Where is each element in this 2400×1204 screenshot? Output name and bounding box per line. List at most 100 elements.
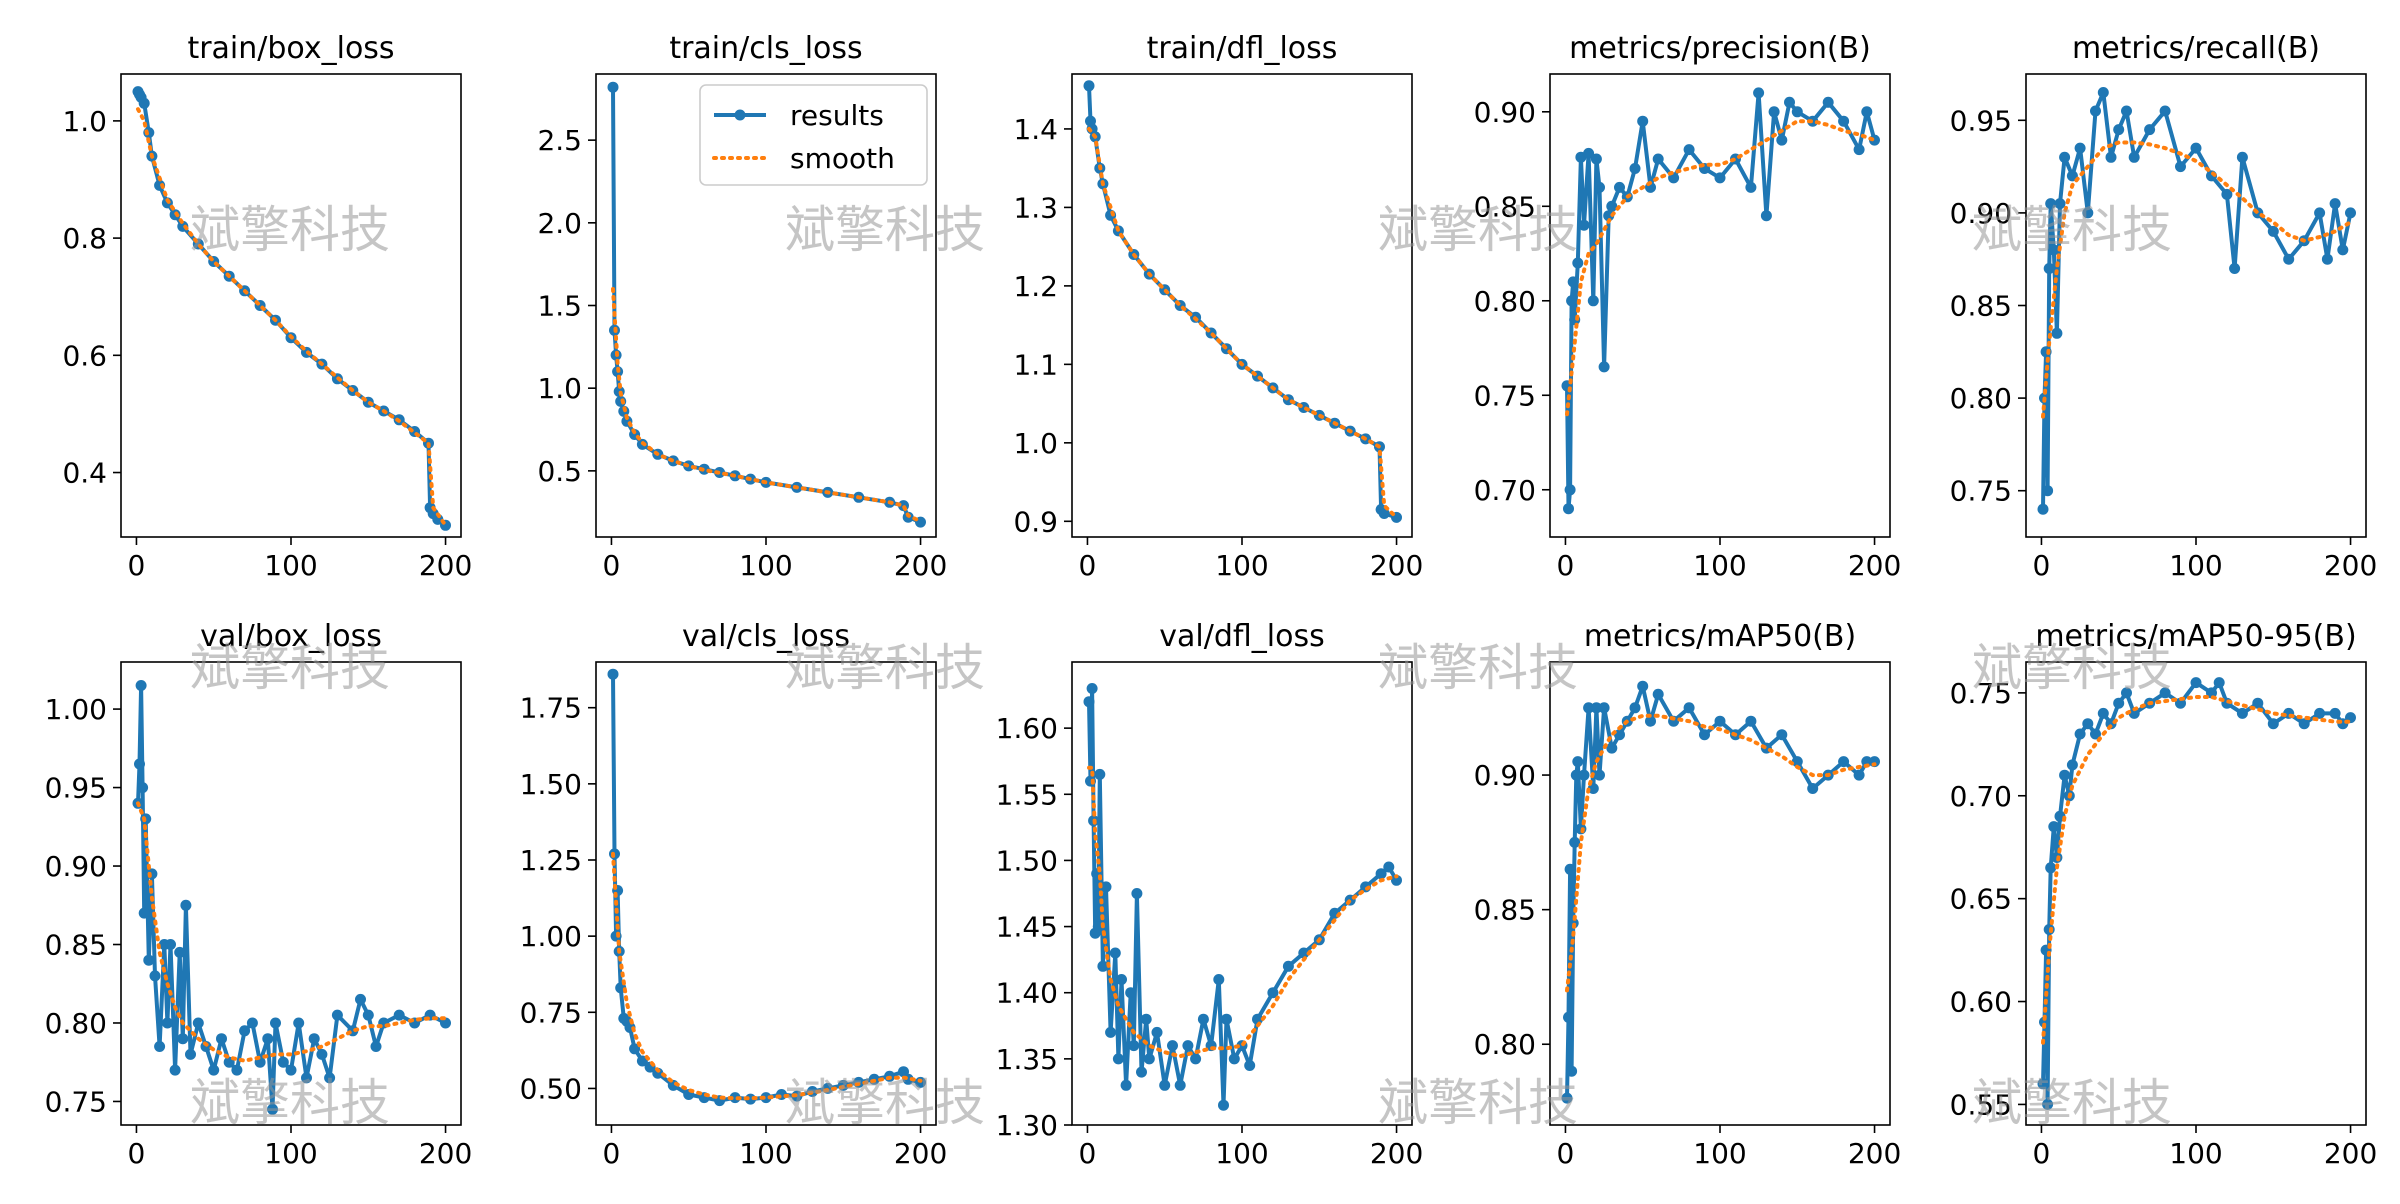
data-point	[1614, 729, 1625, 741]
x-tick-label: 0	[603, 1137, 621, 1170]
data-point	[2121, 687, 2132, 699]
chart-title: val/box_loss	[200, 619, 382, 654]
data-point	[1197, 1013, 1209, 1025]
data-point	[2229, 263, 2241, 274]
legend-label-results: results	[790, 99, 884, 132]
data-point	[2048, 821, 2060, 833]
x-tick-label: 200	[2324, 1137, 2377, 1170]
chart-10: metrics/mAP50-95(B) 0 100 200 0.55 0.60 0.65 0.…	[1950, 619, 2378, 1170]
data-point	[1714, 715, 1726, 727]
data-point	[2066, 759, 2078, 771]
series-line-smooth	[1087, 126, 1399, 520]
data-point	[267, 1103, 278, 1115]
data-point	[652, 1067, 664, 1079]
data-point	[2283, 253, 2295, 265]
data-point	[1086, 683, 1098, 694]
chart-title: train/box_loss	[187, 31, 394, 66]
data-point	[1566, 1065, 1578, 1077]
data-point	[1100, 881, 1112, 893]
chart-title: metrics/mAP50-95(B)	[2035, 619, 2356, 654]
y-tick-label: 1.45	[996, 911, 1058, 944]
data-point	[2314, 207, 2326, 219]
x-tick-label: 200	[894, 1137, 947, 1170]
data-point	[1699, 729, 1710, 741]
data-point	[1109, 947, 1121, 959]
y-tick-label: 1.3	[1013, 191, 1058, 224]
data-point	[1853, 769, 1865, 781]
legend-marker-results	[734, 109, 746, 121]
data-point	[2267, 718, 2279, 730]
x-tick-label: 0	[1079, 1137, 1097, 1170]
data-point	[1298, 947, 1310, 959]
y-tick-label: 0.80	[1474, 285, 1536, 318]
data-point	[362, 1009, 374, 1021]
data-point	[1645, 715, 1656, 727]
data-point	[1136, 1066, 1147, 1078]
series-line-smooth	[1087, 765, 1399, 1059]
data-point	[316, 1048, 328, 1060]
series-line-smooth	[1565, 713, 1877, 993]
y-tick-label: 1.4	[1013, 113, 1058, 146]
y-tick-label: 0.95	[45, 772, 107, 805]
plot-area	[1561, 680, 1880, 1104]
data-point	[137, 782, 149, 794]
data-point	[1753, 87, 1765, 99]
watermark-8: 斌擎科技	[1972, 639, 2172, 697]
data-point	[2042, 485, 2054, 497]
plot-area	[2037, 677, 2356, 1110]
data-point	[1116, 974, 1127, 985]
data-point	[1228, 1053, 1240, 1065]
y-tick-label: 2.0	[537, 207, 582, 240]
y-tick-label: 1.55	[996, 778, 1058, 811]
y-tick-label: 1.0	[537, 372, 582, 405]
plot-area	[132, 86, 451, 531]
y-tick-label: 0.85	[1474, 190, 1536, 223]
data-point	[2121, 105, 2132, 117]
x-tick-label: 0	[2033, 549, 2051, 582]
data-point	[1590, 702, 1602, 714]
data-point	[246, 1017, 258, 1029]
data-point	[231, 1064, 243, 1076]
data-point	[154, 1041, 166, 1052]
y-tick-label: 0.55	[1950, 1088, 2012, 1121]
data-point	[2267, 225, 2279, 237]
y-tick-label: 0.70	[1474, 474, 1536, 507]
chart-1: train/box_loss 0 100 200 0.4 0.6 0.8 1.0	[62, 31, 472, 582]
data-point	[1572, 257, 1584, 269]
y-tick-label: 0.90	[1474, 96, 1536, 129]
data-point	[2113, 124, 2125, 136]
y-tick-label: 0.90	[45, 850, 107, 883]
data-point	[370, 1041, 382, 1052]
x-tick-label: 100	[1693, 1137, 1746, 1170]
watermark-9: 斌擎科技	[190, 1074, 390, 1132]
x-tick-label: 200	[419, 1137, 472, 1170]
data-point	[165, 939, 176, 950]
watermark-2: 斌擎科技	[785, 201, 985, 259]
data-point	[1564, 863, 1576, 875]
data-point	[2082, 207, 2094, 219]
data-point	[1140, 1013, 1152, 1025]
data-point	[355, 993, 366, 1005]
y-tick-label: 1.2	[1013, 270, 1058, 303]
data-point	[729, 1092, 741, 1104]
data-point	[2159, 105, 2171, 117]
data-point	[1637, 680, 1649, 692]
data-point	[1221, 1013, 1232, 1025]
data-point	[2054, 198, 2066, 210]
data-point	[2221, 188, 2233, 200]
data-point	[2213, 677, 2225, 689]
x-tick-label: 100	[739, 1137, 792, 1170]
data-point	[1861, 106, 1873, 118]
watermark-10: 斌擎科技	[785, 1074, 985, 1132]
y-tick-label: 0.95	[1950, 104, 2012, 137]
y-tick-label: 1.50	[996, 844, 1058, 877]
chart-7: val/cls_loss 0 100 200 0.50 0.75 1.00 1.25 1.50 1…	[520, 619, 948, 1170]
data-point	[277, 1056, 289, 1068]
data-point	[270, 1017, 281, 1029]
series-line-results	[1565, 90, 1877, 511]
data-point	[1094, 768, 1106, 780]
data-point	[239, 1025, 251, 1037]
x-tick-label: 0	[128, 549, 146, 582]
data-point	[2236, 151, 2248, 163]
series-line-results	[136, 90, 447, 527]
